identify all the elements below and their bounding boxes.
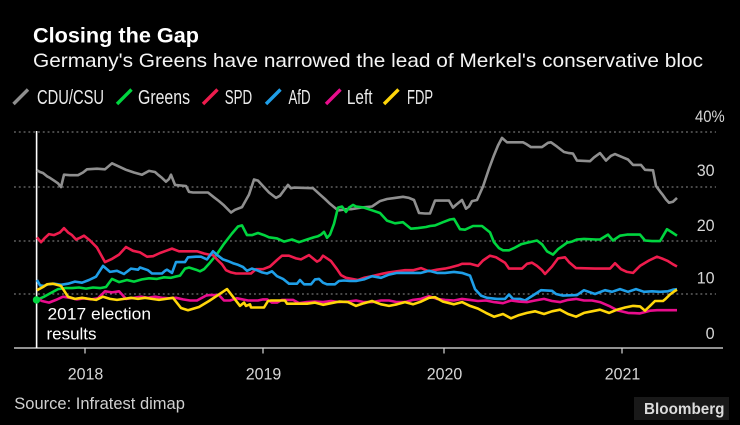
svg-text:Source: Infratest dimap: Source: Infratest dimap bbox=[14, 395, 185, 413]
svg-text:results: results bbox=[47, 326, 97, 344]
svg-text:Bloomberg: Bloomberg bbox=[644, 401, 725, 418]
svg-text:2021: 2021 bbox=[605, 364, 641, 383]
svg-text:10: 10 bbox=[697, 269, 715, 288]
svg-text:Closing the Gap: Closing the Gap bbox=[33, 24, 199, 47]
svg-text:2018: 2018 bbox=[68, 364, 104, 383]
svg-text:40%: 40% bbox=[695, 107, 725, 126]
svg-text:Greens: Greens bbox=[138, 87, 190, 109]
svg-text:SPD: SPD bbox=[225, 87, 253, 109]
svg-text:Germany's Greens have narrowed: Germany's Greens have narrowed the lead … bbox=[33, 50, 703, 72]
svg-text:30: 30 bbox=[697, 161, 715, 180]
svg-text:CDU/CSU: CDU/CSU bbox=[37, 87, 104, 109]
svg-text:AfD: AfD bbox=[289, 87, 311, 109]
svg-text:Left: Left bbox=[347, 87, 373, 109]
svg-text:20: 20 bbox=[697, 216, 715, 235]
svg-text:2017 election: 2017 election bbox=[48, 306, 152, 324]
svg-text:2019: 2019 bbox=[246, 364, 282, 383]
svg-text:FDP: FDP bbox=[407, 87, 433, 109]
svg-text:0: 0 bbox=[706, 324, 715, 343]
svg-text:2020: 2020 bbox=[427, 364, 463, 383]
